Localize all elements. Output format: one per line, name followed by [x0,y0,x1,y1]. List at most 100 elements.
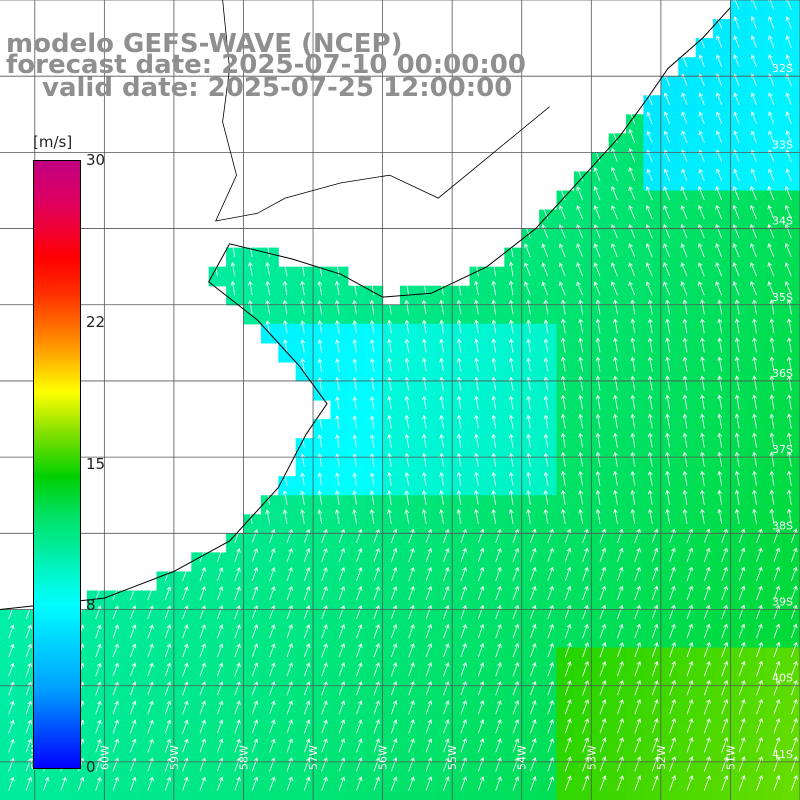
wind-cell [365,609,384,630]
wind-cell [86,704,105,725]
wind-arrow [317,490,323,505]
wind-arrow [756,623,763,639]
wind-arrow [628,147,636,163]
wind-arrow [613,337,618,353]
wind-cell [452,495,471,515]
wind-arrow [773,585,781,601]
wind-arrow [147,586,154,601]
wind-cell [730,152,749,173]
wind-arrow [716,92,723,105]
wind-arrow [369,415,375,429]
forecast-date: forecast date: 2025-07-10 00:00:00 [6,50,526,80]
wind-cell [782,228,800,249]
wind-arrow [269,719,276,734]
wind-arrow [443,738,450,753]
wind-arrow [767,243,775,258]
wind-cell [765,571,784,592]
wind-cell [747,571,766,592]
wind-arrow [785,16,792,29]
wind-arrow [60,776,67,791]
wind-arrow [25,662,32,677]
wind-cell [591,666,610,687]
wind-cell [678,476,697,496]
wind-arrow [784,223,792,239]
wind-arrow [234,662,241,677]
wind-cell [156,666,175,687]
wind-arrow [443,776,450,791]
wind-cell [539,590,558,611]
wind-arrow [599,547,607,563]
wind-arrow [721,604,728,620]
wind-arrow [425,547,433,563]
wind-cell [452,304,471,325]
lat-label: 36S [772,367,793,380]
wind-arrow [669,737,676,753]
wind-cell [173,723,192,744]
wind-arrow [321,681,328,696]
wind-cell [278,533,297,553]
wind-cell [382,457,401,477]
wind-arrow [234,776,241,791]
wind-cell [295,457,314,477]
wind-arrow [404,433,410,448]
wind-arrow [681,130,688,144]
wind-arrow [721,698,729,715]
wind-arrow [647,337,653,353]
wind-cell [643,628,662,649]
lon-label: 51W [724,745,737,770]
wind-arrow [317,377,323,391]
wind-cell [17,609,36,630]
wind-arrow [578,508,584,524]
wind-cell [521,247,540,268]
wind-arrow [613,394,618,410]
wind-cell [608,171,627,192]
wind-cell [730,266,749,287]
wind-arrow [768,0,775,10]
wind-arrow [460,566,467,582]
wind-cell [608,514,627,534]
wind-arrow [491,395,497,410]
wind-cell [539,533,558,553]
wind-cell [765,552,784,573]
wind-arrow [373,719,380,734]
wind-cell [695,285,714,306]
wind-cell [695,628,714,649]
wind-arrow [217,643,224,658]
wind-arrow [234,586,241,601]
wind-arrow [508,414,514,429]
wind-arrow [558,262,566,277]
wind-arrow [265,320,271,334]
wind-cell [330,457,349,477]
wind-cell [104,590,123,611]
wind-arrow [703,756,711,772]
wind-arrow [541,243,549,258]
wind-cell [417,647,436,668]
wind-arrow [634,528,641,544]
wind-arrow [373,776,380,791]
wind-arrow [25,738,32,753]
wind-cell [260,647,279,668]
wind-arrow [456,319,462,334]
wind-cell [747,380,766,401]
wind-cell [591,400,610,420]
wind-cell [782,609,800,630]
wind-cell [469,285,488,306]
wind-arrow [474,299,479,315]
wind-arrow [599,623,607,639]
wind-arrow [543,338,549,353]
wind-arrow [390,566,398,582]
wind-cell [695,152,714,173]
wind-cell [713,133,732,153]
wind-arrow [681,168,688,182]
wind-cell [713,228,732,249]
wind-cell [417,742,436,763]
wind-arrow [390,681,398,696]
wind-cell [660,476,679,496]
wind-arrow [338,528,346,544]
wind-cell [452,552,471,573]
wind-cell [330,495,349,515]
wind-cell [539,723,558,744]
wind-cell [417,457,436,477]
wind-arrow [578,375,584,391]
wind-cell [260,723,279,744]
